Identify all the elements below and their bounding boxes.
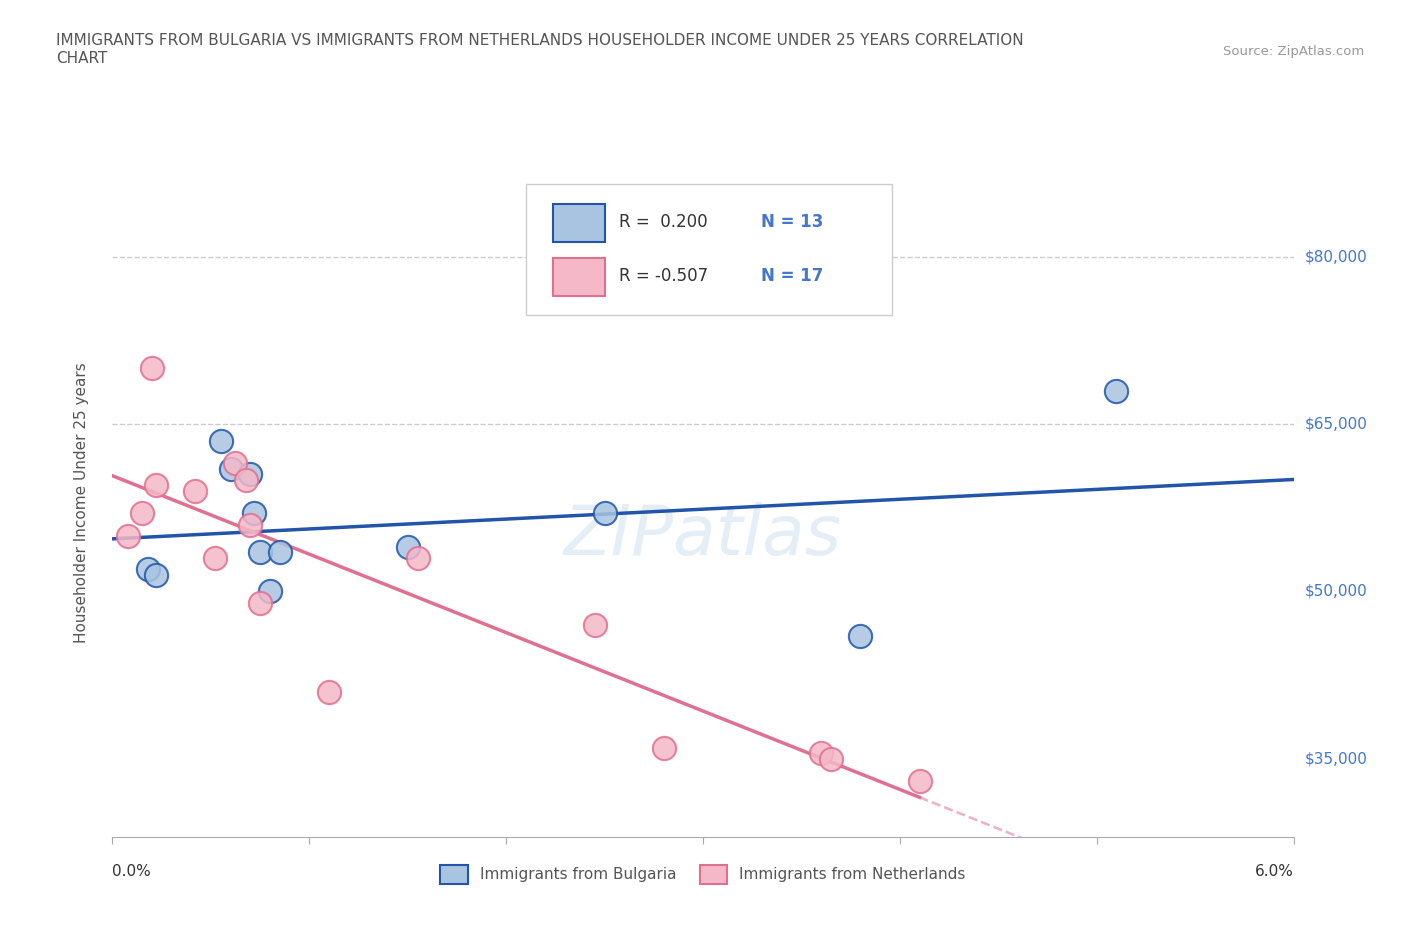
Text: Source: ZipAtlas.com: Source: ZipAtlas.com [1223, 45, 1364, 58]
FancyBboxPatch shape [526, 184, 891, 314]
Point [652, 740, 675, 755]
Y-axis label: Householder Income Under 25 years: Householder Income Under 25 years [75, 362, 89, 643]
FancyBboxPatch shape [553, 258, 605, 296]
Point [145, 478, 167, 493]
Point [224, 456, 246, 471]
Point [406, 551, 429, 565]
Point [249, 545, 271, 560]
Point [820, 751, 842, 766]
Point [583, 618, 606, 632]
Text: 6.0%: 6.0% [1254, 864, 1294, 879]
Point [204, 551, 226, 565]
Text: N = 13: N = 13 [761, 214, 824, 232]
Point [239, 517, 262, 532]
Point [239, 467, 262, 482]
Point [259, 584, 281, 599]
Point [141, 361, 163, 376]
Point [145, 567, 167, 582]
Text: IMMIGRANTS FROM BULGARIA VS IMMIGRANTS FROM NETHERLANDS HOUSEHOLDER INCOME UNDER: IMMIGRANTS FROM BULGARIA VS IMMIGRANTS F… [56, 33, 1024, 47]
Point [810, 746, 832, 761]
Point [593, 506, 616, 521]
Point [209, 433, 232, 448]
Text: CHART: CHART [56, 51, 108, 66]
Point [269, 545, 291, 560]
Point [219, 461, 242, 476]
Point [243, 506, 266, 521]
FancyBboxPatch shape [553, 204, 605, 242]
Text: $50,000: $50,000 [1305, 584, 1368, 599]
Text: 0.0%: 0.0% [112, 864, 152, 879]
Point [849, 629, 872, 644]
Point [396, 539, 419, 554]
Point [1105, 383, 1128, 398]
Point [235, 472, 257, 487]
Text: N = 17: N = 17 [761, 268, 824, 286]
Text: R =  0.200: R = 0.200 [619, 214, 707, 232]
Legend: Immigrants from Bulgaria, Immigrants from Netherlands: Immigrants from Bulgaria, Immigrants fro… [434, 858, 972, 890]
Point [136, 562, 159, 577]
Text: $35,000: $35,000 [1305, 751, 1368, 766]
Text: $65,000: $65,000 [1305, 417, 1368, 432]
Point [249, 595, 271, 610]
Point [117, 528, 139, 543]
Point [318, 684, 340, 699]
Point [184, 484, 207, 498]
Text: R = -0.507: R = -0.507 [619, 268, 709, 286]
Point [131, 506, 153, 521]
Text: $80,000: $80,000 [1305, 249, 1368, 264]
Text: ZIPatlas: ZIPatlas [564, 502, 842, 569]
Point [908, 774, 931, 789]
